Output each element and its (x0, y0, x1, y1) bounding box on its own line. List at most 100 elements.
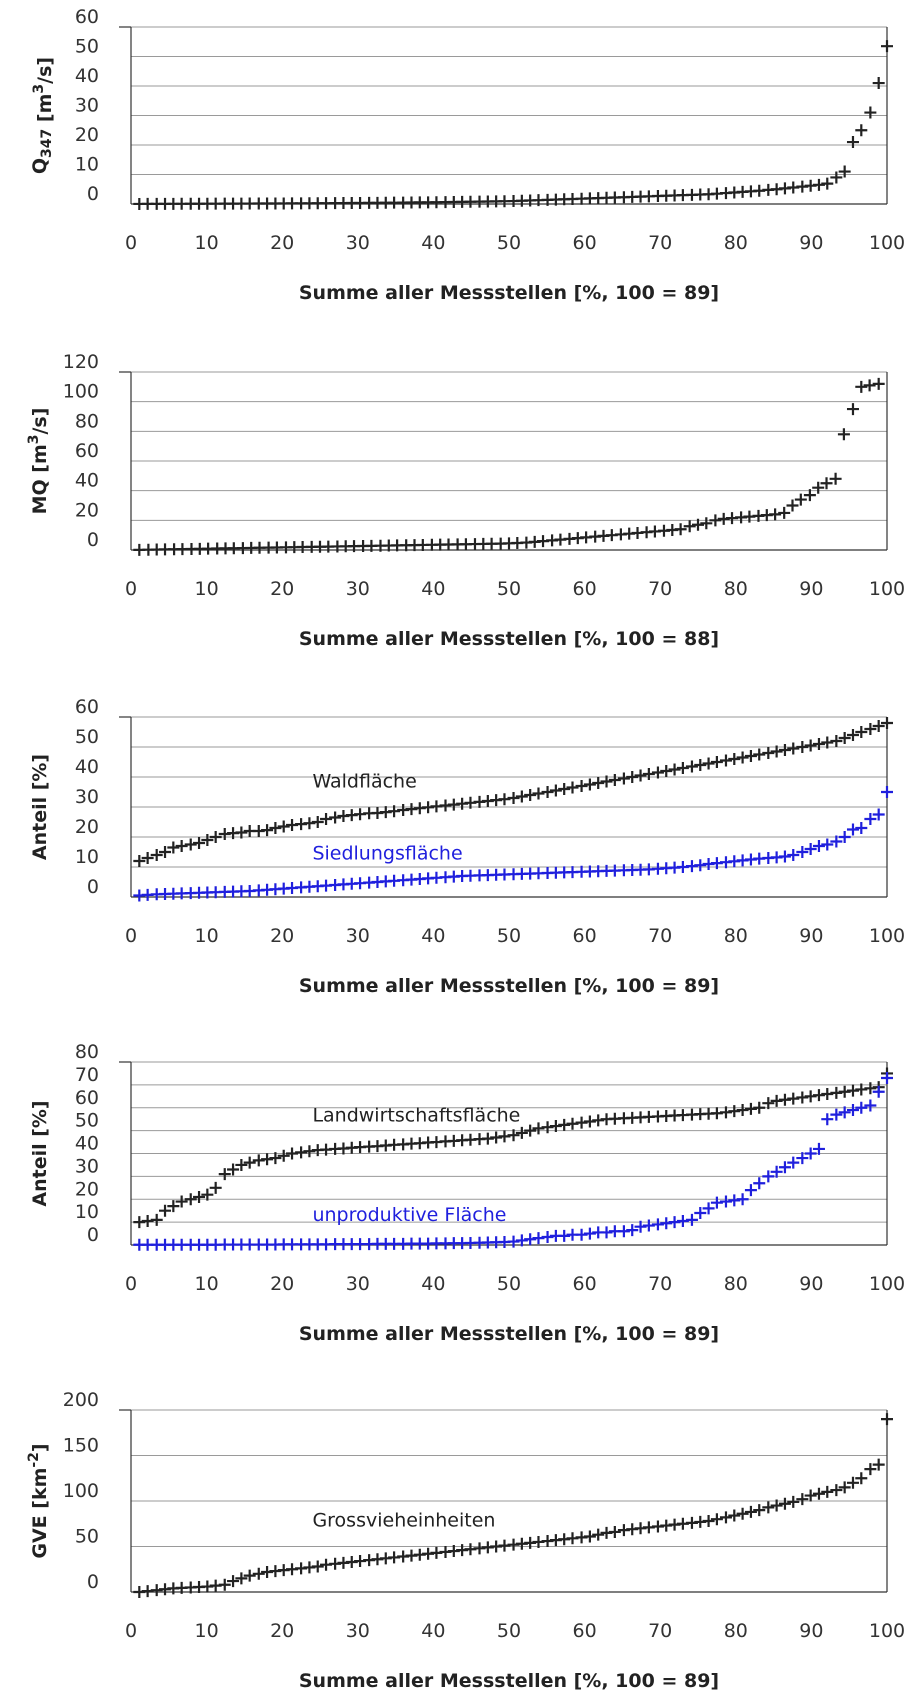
y-tick-label: 40 (75, 1133, 99, 1155)
data-point (150, 849, 163, 861)
data-point (812, 1142, 825, 1155)
data-point (803, 489, 816, 502)
data-point (753, 748, 766, 761)
data-point (787, 1495, 800, 1508)
y-tick-label: 120 (63, 351, 99, 373)
x-tick-label: 90 (799, 1620, 823, 1642)
series-2 (133, 1072, 893, 1251)
data-point (872, 720, 885, 732)
x-tick-label: 0 (125, 232, 137, 254)
data-point (872, 1085, 885, 1098)
x-tick-label: 30 (346, 232, 370, 254)
series-1 (133, 377, 885, 556)
data-point (778, 744, 791, 756)
data-point (295, 1146, 308, 1159)
data-point (608, 774, 621, 786)
data-point (694, 1206, 707, 1219)
data-point (846, 1084, 859, 1097)
data-point (796, 741, 809, 753)
data-point (133, 855, 146, 867)
x-tick-label: 90 (799, 578, 823, 600)
data-point (702, 757, 715, 770)
y-tick-label: 60 (75, 1087, 99, 1109)
data-point (507, 1129, 520, 1142)
y-tick-label: 70 (75, 1064, 99, 1086)
data-point (566, 1117, 579, 1130)
data-point (651, 1218, 664, 1231)
y-tick-label: 40 (75, 65, 99, 87)
data-point (778, 850, 791, 863)
data-point (592, 1114, 605, 1127)
data-point (685, 1213, 698, 1226)
data-point (209, 831, 222, 843)
series-1 (133, 1067, 893, 1229)
data-point (626, 1224, 639, 1237)
x-tick-label: 60 (573, 925, 597, 947)
data-point (719, 1195, 732, 1208)
chart-panel-3: 0 10 20 30 40 50 60 0 10 20 30 40 50 60 70 80 90 100 Summe… (29, 696, 905, 997)
data-point (702, 1515, 715, 1528)
x-tick-label: 90 (799, 925, 823, 947)
data-point (796, 1091, 809, 1104)
data-point (855, 380, 868, 393)
x-tick-label: 50 (497, 1273, 521, 1295)
y-tick-label: 150 (63, 1435, 99, 1457)
x-tick-label: 90 (799, 1273, 823, 1295)
data-point (770, 1499, 783, 1512)
data-point (583, 1227, 596, 1240)
data-point (830, 1086, 843, 1099)
data-point (864, 1082, 877, 1095)
x-tick-label: 20 (270, 578, 294, 600)
data-point (515, 1126, 528, 1139)
data-point (744, 1102, 757, 1115)
series-label: Waldfläche (312, 771, 416, 793)
data-point (668, 1216, 681, 1229)
data-point (838, 831, 851, 843)
data-point (209, 1181, 222, 1194)
data-point (728, 1194, 741, 1207)
data-point (634, 1220, 647, 1233)
data-point (320, 813, 333, 825)
data-point (583, 778, 596, 791)
data-point (702, 1202, 715, 1215)
y-tick-label: 10 (75, 154, 99, 176)
data-point (881, 1413, 893, 1426)
data-point (821, 838, 834, 851)
data-point (787, 1156, 800, 1169)
data-point (575, 780, 588, 792)
data-point (261, 824, 274, 837)
data-point (575, 1116, 588, 1129)
x-tick-label: 30 (346, 1620, 370, 1642)
y-tick-label: 30 (75, 1155, 99, 1177)
data-point (796, 846, 809, 858)
data-point (507, 792, 520, 804)
y-tick-label: 40 (75, 756, 99, 778)
data-point (753, 1101, 766, 1114)
data-point (674, 523, 687, 536)
data-point (812, 840, 825, 852)
data-point (694, 759, 707, 771)
data-point (227, 1575, 240, 1588)
data-point (710, 756, 723, 768)
data-point (507, 1235, 520, 1248)
data-point (838, 1481, 851, 1494)
series-label: Landwirtschaftsfläche (312, 1104, 520, 1126)
data-point (804, 1090, 817, 1103)
y-tick-label: 0 (87, 1224, 99, 1246)
data-point (744, 1184, 757, 1197)
data-point (770, 745, 783, 758)
x-tick-label: 100 (869, 1620, 905, 1642)
data-point (660, 1217, 673, 1230)
x-tick-label: 70 (648, 925, 672, 947)
y-tick-label: 0 (87, 876, 99, 898)
x-tick-label: 80 (724, 1273, 748, 1295)
data-point (812, 1487, 825, 1500)
y-tick-label: 30 (75, 95, 99, 117)
y-tick-label: 0 (87, 183, 99, 205)
data-point (863, 379, 876, 392)
data-point (626, 771, 639, 783)
data-point (600, 1226, 613, 1239)
x-tick-label: 50 (497, 232, 521, 254)
x-tick-label: 0 (125, 925, 137, 947)
data-point (846, 403, 859, 416)
